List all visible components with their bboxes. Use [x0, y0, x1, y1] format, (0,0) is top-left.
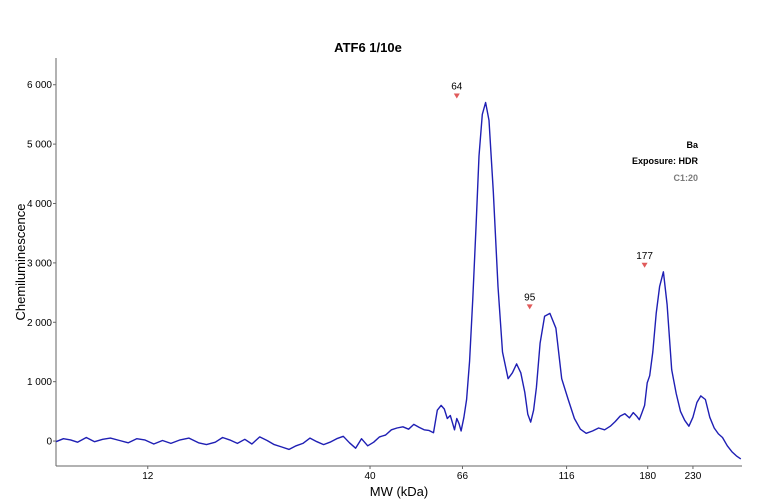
sample-label: Ba	[686, 140, 698, 150]
y-tick-label: 6 000	[27, 80, 52, 91]
y-axis: 0 1 000 2 000 3 000 4 000 5 000 6 000	[27, 58, 57, 466]
x-axis-title: MW (kDa)	[370, 484, 429, 499]
peak-label: 95	[524, 292, 536, 303]
x-tick-label: 40	[364, 471, 376, 482]
y-tick-label: 3 000	[27, 258, 52, 269]
y-axis-title: Chemiluminescence	[13, 203, 28, 320]
x-tick-label: 180	[639, 471, 656, 482]
channel-label: C1:20	[673, 173, 698, 183]
y-ticks: 0 1 000 2 000 3 000 4 000 5 000 6 000	[27, 80, 56, 448]
peak-label: 64	[451, 82, 463, 93]
x-axis: 12 40 66 116 180 230	[56, 465, 742, 482]
peak-markers: 64 95 177	[451, 82, 653, 310]
x-tick-label: 12	[142, 471, 154, 482]
peak-marker	[641, 262, 648, 268]
x-ticks: 12 40 66 116 180 230	[142, 466, 702, 482]
peak-label: 177	[636, 251, 653, 262]
y-tick-label: 4 000	[27, 199, 52, 210]
x-tick-label: 116	[559, 471, 575, 482]
series-line	[55, 101, 742, 460]
info-box: Ba Exposure: HDR C1:20	[632, 140, 699, 183]
x-tick-label: 230	[685, 471, 702, 482]
chart-title: ATF6 1/10e	[334, 40, 402, 55]
y-tick-label: 1 000	[27, 377, 52, 388]
x-tick-label: 66	[457, 471, 469, 482]
y-tick-label: 0	[46, 437, 52, 448]
peak-marker	[526, 304, 533, 310]
y-tick-label: 5 000	[27, 140, 52, 151]
exposure-label: Exposure: HDR	[632, 156, 699, 166]
y-tick-label: 2 000	[27, 318, 52, 329]
peak-marker	[453, 93, 460, 99]
plot-area: 64 95 177	[55, 82, 742, 460]
